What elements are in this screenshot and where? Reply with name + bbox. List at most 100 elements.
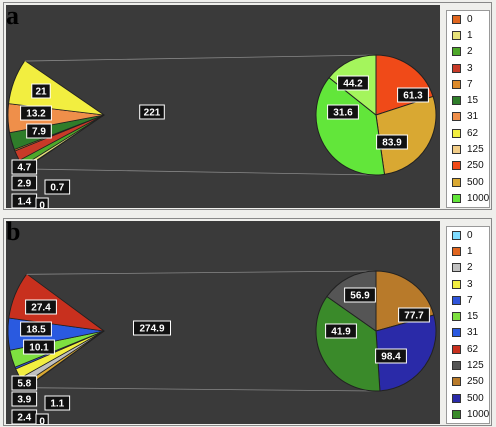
legend-label: 31 <box>467 327 479 339</box>
panel-label: a <box>6 1 19 30</box>
svg-text:44.2: 44.2 <box>343 79 363 90</box>
data-label: 4.7 <box>11 159 38 175</box>
legend-label: 125 <box>467 360 484 372</box>
svg-text:0.7: 0.7 <box>50 183 64 194</box>
data-label: 41.9 <box>325 323 357 339</box>
secondary-pie-slice <box>315 295 381 392</box>
svg-text:2.9: 2.9 <box>17 179 31 190</box>
svg-text:1.4: 1.4 <box>17 197 31 208</box>
legend-swatch <box>452 96 461 106</box>
legend-label: 62 <box>467 127 479 139</box>
legend-swatch <box>452 246 461 256</box>
svg-text:274.9: 274.9 <box>139 324 164 335</box>
panel-label: b <box>6 217 21 246</box>
legend-label: 1 <box>467 29 473 41</box>
legend-item: 250 <box>447 158 489 174</box>
data-label: 18.5 <box>20 321 52 337</box>
legend-item: 125 <box>447 141 489 157</box>
legend-label: 7 <box>467 78 473 90</box>
data-label: 98.4 <box>375 348 407 364</box>
legend-item: 7 <box>447 76 489 92</box>
legend-label: 0 <box>467 229 473 241</box>
legend-item: 15 <box>447 308 489 324</box>
data-label: 1.1 <box>44 395 71 411</box>
data-label: 7.9 <box>26 123 52 139</box>
legend: 0 1 2 3 7 15 31 62 125 250 500 1000 <box>446 226 490 424</box>
legend-item: 7 <box>447 292 489 308</box>
svg-text:41.9: 41.9 <box>331 327 351 338</box>
svg-text:18.5: 18.5 <box>26 325 46 336</box>
data-label: 2.4 <box>11 409 38 424</box>
legend-swatch <box>452 328 461 338</box>
svg-text:21: 21 <box>35 87 47 98</box>
data-label: 0 <box>35 413 49 424</box>
svg-text:98.4: 98.4 <box>381 352 401 363</box>
data-label: 2.9 <box>11 175 38 191</box>
legend-label: 500 <box>467 392 484 404</box>
svg-text:3.9: 3.9 <box>17 395 31 406</box>
legend-swatch <box>452 295 461 305</box>
legend: 0 1 2 3 7 15 31 62 125 250 500 1000 <box>446 10 490 208</box>
svg-text:31.6: 31.6 <box>333 108 353 119</box>
legend-item: 62 <box>447 125 489 141</box>
legend-label: 1000 <box>467 192 490 204</box>
legend-item: 1000 <box>447 190 489 206</box>
svg-text:5.8: 5.8 <box>17 379 31 390</box>
pie-of-pie-chart: 21 13.2 7.9 221 4.7 2.9 1.4 0.7 0 44.2 61.3 83.9 31.… <box>7 54 437 208</box>
legend-swatch <box>452 161 461 171</box>
legend-swatch <box>452 112 461 122</box>
svg-text:2.4: 2.4 <box>17 413 31 424</box>
data-label: 27.4 <box>25 299 57 315</box>
legend-swatch <box>452 128 461 138</box>
legend-label: 1000 <box>467 408 490 420</box>
legend-label: 3 <box>467 278 473 290</box>
data-label: 5.8 <box>11 375 38 391</box>
svg-text:7.9: 7.9 <box>32 127 46 138</box>
legend-swatch <box>452 79 461 89</box>
plot-area: 27.4 18.5 10.1 274.9 5.8 3.9 2.4 1.1 0 56.9 77.7 98… <box>6 221 440 424</box>
legend-label: 0 <box>467 13 473 25</box>
data-label: 1.4 <box>11 193 38 208</box>
legend-item: 500 <box>447 174 489 190</box>
pie-of-pie-chart: 27.4 18.5 10.1 274.9 5.8 3.9 2.4 1.1 0 56.9 77.7 98… <box>7 270 437 424</box>
data-label: 31.6 <box>327 104 359 120</box>
legend-swatch <box>452 63 461 73</box>
legend-item: 0 <box>447 11 489 27</box>
legend-label: 62 <box>467 343 479 355</box>
data-label: 0.7 <box>44 179 71 195</box>
data-label: 10.1 <box>23 339 55 355</box>
legend-item: 31 <box>447 109 489 125</box>
legend-label: 250 <box>467 160 484 172</box>
legend-item: 125 <box>447 357 489 373</box>
svg-text:1.1: 1.1 <box>50 399 64 410</box>
legend-label: 7 <box>467 294 473 306</box>
legend-item: 3 <box>447 60 489 76</box>
legend-item: 500 <box>447 390 489 406</box>
legend-label: 125 <box>467 144 484 156</box>
legend-swatch <box>452 14 461 24</box>
data-label: 61.3 <box>397 87 429 103</box>
legend-label: 3 <box>467 62 473 74</box>
legend-swatch <box>452 393 461 403</box>
legend-label: 1 <box>467 245 473 257</box>
legend-item: 2 <box>447 44 489 60</box>
data-label: 56.9 <box>344 287 376 303</box>
legend-swatch <box>452 30 461 40</box>
svg-text:10.1: 10.1 <box>29 343 49 354</box>
legend-item: 31 <box>447 325 489 341</box>
data-label: 83.9 <box>376 134 408 150</box>
connector-line <box>24 168 377 176</box>
connector-line <box>24 54 377 62</box>
legend-swatch <box>452 312 461 322</box>
svg-text:77.7: 77.7 <box>404 311 424 322</box>
legend-label: 500 <box>467 176 484 188</box>
legend-item: 15 <box>447 92 489 108</box>
legend-item: 1000 <box>447 406 489 422</box>
legend-label: 15 <box>467 95 479 107</box>
legend-item: 1 <box>447 243 489 259</box>
data-label: 274.9 <box>133 320 171 336</box>
svg-text:27.4: 27.4 <box>31 303 51 314</box>
plot-area: 21 13.2 7.9 221 4.7 2.9 1.4 0.7 0 44.2 61.3 83.9 31.… <box>6 5 440 208</box>
data-label: 221 <box>139 104 165 120</box>
legend-label: 2 <box>467 46 473 58</box>
